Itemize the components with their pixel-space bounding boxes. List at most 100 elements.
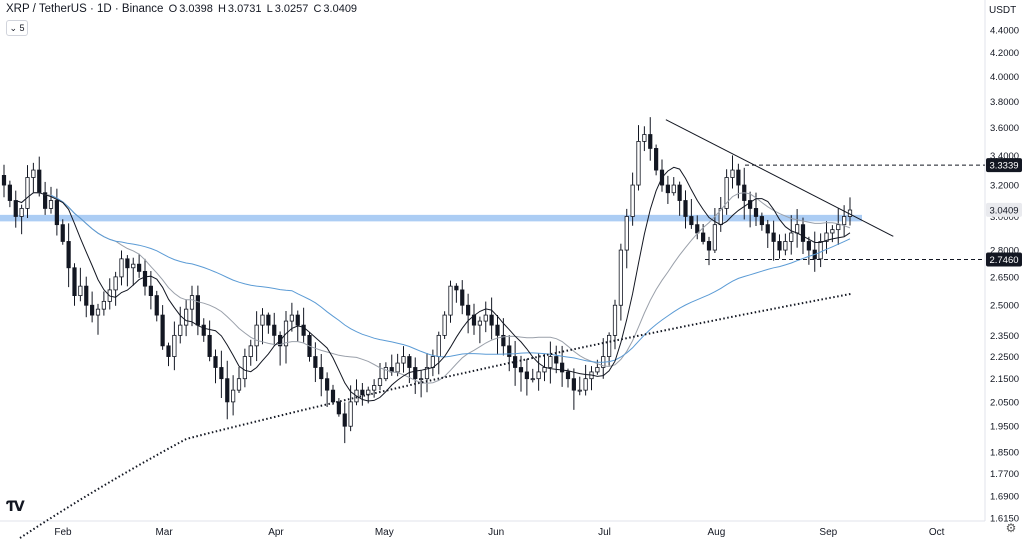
candle-body [289, 314, 294, 322]
candle-body [189, 295, 195, 310]
candle-body [319, 367, 324, 380]
support-zone [0, 214, 862, 222]
candle-body [413, 367, 418, 380]
price-label-text: 3.0409 [989, 205, 1018, 216]
candle-body [401, 356, 406, 364]
candle-body [60, 224, 65, 242]
candle-body [72, 267, 77, 297]
candle-body [806, 241, 811, 251]
candle-body [701, 232, 706, 242]
tradingview-logo-icon: ƬV [6, 499, 25, 515]
ma-short-line [15, 166, 851, 402]
y-tick-label: 2.0500 [990, 397, 1019, 408]
candle-body [542, 367, 547, 373]
candle-body [101, 300, 106, 310]
candle-body [771, 232, 776, 242]
candle-body [336, 401, 341, 415]
candle-body [724, 177, 729, 209]
y-tick-label: 1.6150 [990, 514, 1019, 525]
candle-body [37, 169, 42, 194]
indicators-toggle[interactable]: ⌄ 5 [6, 20, 28, 36]
price-label-box [986, 158, 1022, 173]
candle-body [372, 385, 377, 391]
candle-body [736, 169, 741, 186]
chevron-down-icon: ⌄ [9, 23, 17, 33]
close-label: C [313, 3, 322, 15]
price-label-text: 3.3339 [989, 161, 1018, 172]
candle-body [818, 241, 823, 260]
candle-body [765, 224, 770, 234]
settings-gear-icon[interactable]: ⚙ [1005, 521, 1017, 535]
candle-body [419, 378, 424, 381]
candle-body [824, 232, 829, 242]
y-tick-label: 1.6900 [990, 491, 1019, 502]
y-tick-label: 1.8500 [990, 447, 1019, 458]
candle-body [548, 356, 553, 368]
candle-body [325, 378, 330, 391]
candle-body [131, 263, 136, 269]
candle-body [260, 314, 265, 326]
candle-body [330, 389, 336, 403]
candle-body [66, 241, 71, 269]
candle-body [442, 314, 447, 336]
candle-body [630, 184, 635, 217]
candle-body [712, 224, 717, 251]
symbol-label[interactable]: XRP / TetherUS · 1D · Binance [6, 3, 164, 15]
x-tick-label: May [375, 527, 394, 538]
candle-body [489, 314, 494, 326]
candle-body [477, 320, 482, 326]
y-tick-label: 3.4000 [990, 151, 1019, 162]
y-tick-label: 1.9500 [990, 422, 1019, 433]
y-tick-label: 1.7700 [990, 469, 1019, 480]
candle-body [783, 241, 788, 251]
candle-body [248, 345, 253, 357]
candle-body [207, 334, 212, 357]
candle-body [19, 208, 24, 217]
candle-body [536, 371, 541, 380]
candle-body [577, 389, 582, 392]
x-tick-label: Jul [598, 527, 611, 538]
candle-body [777, 241, 782, 251]
x-tick-label: Jun [488, 527, 504, 538]
candle-body [54, 200, 59, 226]
candle-body [730, 169, 735, 178]
candle-body [78, 285, 83, 297]
candle-body [571, 378, 576, 391]
candle-body [530, 378, 535, 381]
candle-body [495, 324, 500, 336]
candle-body [460, 289, 465, 306]
price-label-box [986, 202, 1022, 217]
candle-body [295, 314, 300, 326]
price-label-box [986, 252, 1022, 267]
candle-body [142, 270, 148, 287]
candle-body [43, 192, 48, 209]
candle-body [231, 389, 236, 403]
candle-body [348, 401, 353, 427]
candle-body [800, 224, 806, 242]
candle-body [524, 371, 529, 380]
candle-body [842, 216, 847, 226]
candle-body [836, 224, 841, 231]
candle-body [830, 229, 835, 234]
price-label-text: 2.7460 [989, 255, 1018, 266]
candle-body [137, 263, 142, 272]
candle-body [148, 285, 153, 297]
open-value: 3.0398 [179, 3, 213, 15]
x-tick-label: Apr [268, 527, 284, 538]
candle-body [383, 367, 388, 380]
candle-body [466, 304, 471, 316]
currency-select[interactable]: USDT [989, 5, 1017, 16]
candle-body [31, 169, 36, 178]
candle-body [225, 378, 230, 403]
candle-body [648, 134, 653, 149]
candle-body [154, 295, 159, 316]
candle-body [507, 345, 512, 357]
candle-body [1, 175, 7, 186]
candle-body [272, 324, 277, 336]
candle-body [583, 378, 588, 391]
y-tick-label: 2.6500 [990, 272, 1019, 283]
low-label: L [266, 3, 273, 15]
candle-body [748, 200, 753, 209]
candle-body [789, 232, 794, 242]
